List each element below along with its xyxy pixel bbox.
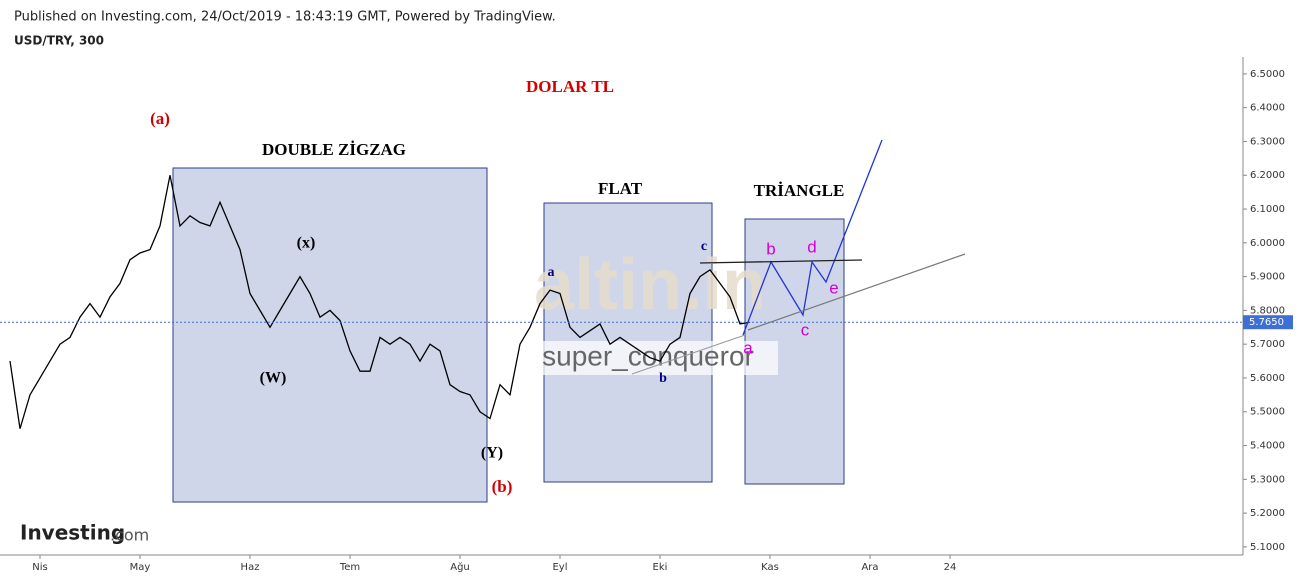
y-tick-label: 5.1000 (1250, 542, 1285, 553)
x-tick-label: Haz (241, 562, 260, 573)
annotation: altin.in (534, 245, 766, 325)
x-tick-label: May (130, 562, 151, 573)
wave-boxes (172, 167, 845, 503)
logo-name: Investing (20, 521, 125, 545)
annotation: (Y) (481, 445, 503, 462)
y-tick-label: 6.4000 (1250, 103, 1285, 114)
caption: Published on Investing.com, 24/Oct/2019 … (14, 10, 556, 25)
annotation: FLAT (598, 179, 643, 198)
annotation: a (743, 338, 753, 357)
y-tick-label: 6.1000 (1250, 204, 1285, 215)
trend-line (747, 253, 966, 331)
price-line (9, 175, 751, 429)
x-tick-label: Nis (32, 562, 47, 573)
box (172, 167, 488, 503)
annotation: d (807, 237, 816, 256)
y-tick-label: 5.7000 (1250, 339, 1285, 350)
trend-line (699, 259, 863, 264)
x-tick-label: Eki (653, 562, 668, 573)
logo: Investing .com (20, 521, 149, 545)
y-tick-label: 6.3000 (1250, 136, 1285, 147)
annotation: (b) (492, 477, 513, 496)
y-tick-label: 5.3000 (1250, 474, 1285, 485)
price-badge (1243, 315, 1293, 330)
annotation: c (801, 320, 810, 339)
x-tick-label: Eyl (552, 562, 567, 573)
y-tick-label: 5.9000 (1250, 272, 1285, 283)
annotation: (x) (297, 235, 316, 252)
x-tick-label: Tem (339, 562, 360, 573)
watermark-bg (530, 341, 778, 375)
chart-title: USD/TRY, 300 (14, 34, 104, 48)
annotation: (W) (260, 370, 287, 387)
y-tick-label: 6.0000 (1250, 238, 1285, 249)
annotation: (a) (150, 109, 170, 128)
drawings (631, 139, 966, 375)
annotation: DOUBLE ZİGZAG (262, 140, 406, 159)
y-tick-label: 6.5000 (1250, 69, 1285, 80)
price-label: 5.7650 (1249, 317, 1284, 328)
annotation: c (701, 239, 707, 254)
x-tick-label: Ara (861, 562, 878, 573)
annotation: DOLAR TL (526, 77, 614, 96)
plot: DOLAR TL (a) DOUBLE ZİGZAG (x) (W) (Y) (b) FLAT… (0, 57, 1293, 573)
y-tick-label: 6.2000 (1250, 170, 1285, 181)
annotation: e (829, 278, 838, 297)
y-tick-label: 5.4000 (1250, 441, 1285, 452)
annotation: b (766, 239, 775, 258)
y-tick-label: 5.2000 (1250, 508, 1285, 519)
annotation: a (548, 265, 555, 280)
x-tick-label: Kas (761, 562, 779, 573)
x-tick-label: Ağu (450, 561, 470, 573)
annotation: b (659, 371, 667, 386)
trend-line (631, 334, 746, 375)
annotation: TRİANGLE (754, 181, 845, 200)
wave-path (742, 139, 883, 336)
x-tick-label: 24 (944, 562, 957, 573)
y-tick-label: 5.8000 (1250, 305, 1285, 316)
logo-suffix: .com (110, 526, 149, 545)
y-tick-label: 5.5000 (1250, 407, 1285, 418)
y-tick-label: 5.6000 (1250, 373, 1285, 384)
